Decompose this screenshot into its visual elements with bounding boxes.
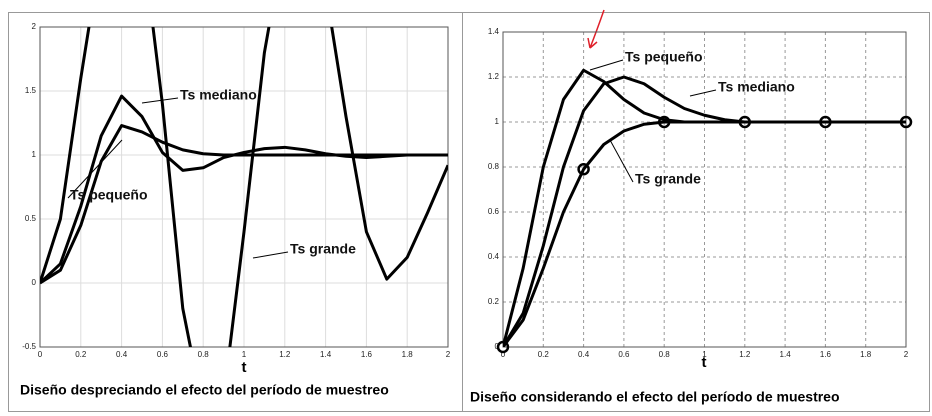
x-tick-label: 1.2 xyxy=(739,350,751,359)
series-label: Ts mediano xyxy=(718,79,795,95)
y-tick-label: 0.2 xyxy=(488,297,500,306)
line-series xyxy=(503,120,906,347)
y-tick-label: 1 xyxy=(495,117,500,126)
sample-marker xyxy=(496,340,510,354)
annotation-arrow xyxy=(689,89,717,97)
y-tick-label: 0.6 xyxy=(488,207,500,216)
series-label: Ts grande xyxy=(290,241,356,257)
y-tick-label: 0 xyxy=(32,278,37,287)
annotation-arrow xyxy=(252,251,289,259)
x-axis-label: t xyxy=(702,354,707,371)
annotation-arrow xyxy=(609,139,634,183)
y-tick-label: 0.8 xyxy=(488,162,500,171)
line-series xyxy=(40,124,448,285)
y-tick-label: 1 xyxy=(32,150,37,159)
x-tick-label: 0.6 xyxy=(157,350,169,359)
x-tick-label: 1.6 xyxy=(361,350,373,359)
y-tick-label: 0.4 xyxy=(488,252,500,261)
x-tick-label: 1.8 xyxy=(402,350,414,359)
y-tick-label: 1.2 xyxy=(488,72,500,81)
x-tick-label: 0.2 xyxy=(75,350,87,359)
y-tick-label: 1.4 xyxy=(488,27,500,36)
x-tick-label: 1.6 xyxy=(820,350,832,359)
series-label: Ts pequeño xyxy=(625,49,703,65)
x-tick-label: 0.4 xyxy=(578,350,590,359)
plot-frame xyxy=(502,31,907,348)
y-tick-label: 1.5 xyxy=(25,86,37,95)
sample-marker xyxy=(819,115,832,129)
plot-frame xyxy=(39,26,449,348)
y-tick-label: 2 xyxy=(32,22,37,31)
x-axis-label: t xyxy=(242,359,247,376)
caption: Diseño despreciando el efecto del períod… xyxy=(20,382,389,398)
red-arrow xyxy=(587,9,605,49)
x-tick-label: 2 xyxy=(446,350,451,359)
x-tick-label: 0.8 xyxy=(659,350,671,359)
x-tick-label: 1.4 xyxy=(780,350,792,359)
x-tick-label: 0 xyxy=(38,350,43,359)
x-tick-label: 1.2 xyxy=(279,350,291,359)
panel-border xyxy=(462,12,930,412)
x-tick-label: 1 xyxy=(702,350,707,359)
sample-marker xyxy=(577,163,590,176)
sample-marker xyxy=(657,115,671,129)
annotation-arrow xyxy=(141,97,179,104)
y-tick-label: 0.5 xyxy=(25,214,37,223)
y-tick-label: -0.5 xyxy=(22,342,36,351)
x-tick-label: 0.2 xyxy=(538,350,550,359)
x-tick-label: 1.4 xyxy=(320,350,332,359)
x-tick-label: 1.8 xyxy=(860,350,872,359)
annotation-arrow xyxy=(67,139,123,199)
x-tick-label: 0 xyxy=(501,350,506,359)
x-tick-label: 1 xyxy=(242,350,247,359)
line-series xyxy=(40,94,448,285)
caption: Diseño considerando el efecto del períod… xyxy=(470,389,840,405)
series-label: Ts pequeño xyxy=(70,187,148,203)
line-series xyxy=(40,27,448,347)
sample-marker xyxy=(899,115,913,129)
x-tick-label: 0.4 xyxy=(116,350,128,359)
series-label: Ts mediano xyxy=(180,87,257,103)
annotation-arrow xyxy=(589,59,624,71)
x-tick-label: 0.8 xyxy=(198,350,210,359)
series-label: Ts grande xyxy=(635,171,701,187)
x-tick-label: 2 xyxy=(904,350,909,359)
x-tick-label: 0.6 xyxy=(618,350,630,359)
sample-marker xyxy=(738,115,752,129)
